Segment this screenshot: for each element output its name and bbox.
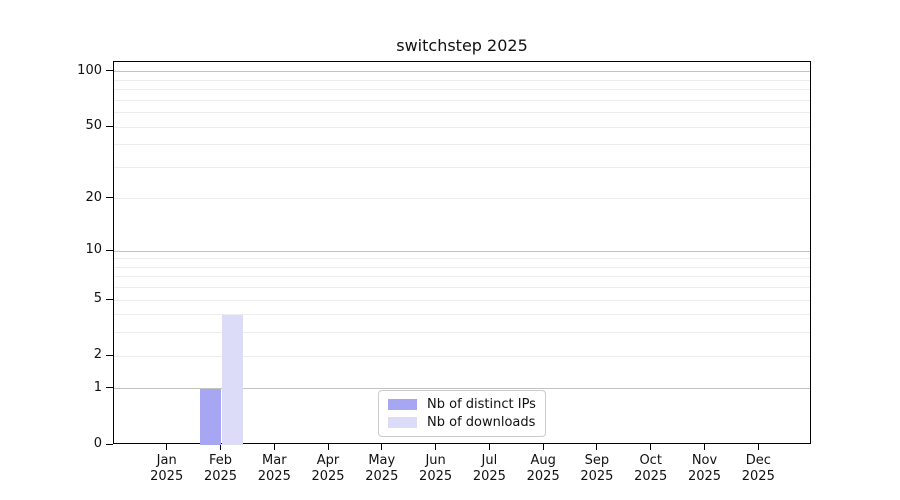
bar-distinct-ips-feb bbox=[199, 388, 222, 445]
legend-label-downloads: Nb of downloads bbox=[427, 415, 536, 431]
gridline-8 bbox=[114, 266, 810, 268]
gridline-100 bbox=[114, 71, 810, 73]
x-tick-mark-dec bbox=[757, 444, 759, 450]
gridline-10 bbox=[114, 250, 810, 252]
x-tick-mark-nov bbox=[704, 444, 705, 450]
chart-title: switchstep 2025 bbox=[396, 36, 528, 55]
y-tick-mark-50 bbox=[106, 125, 113, 127]
legend: Nb of distinct IPs Nb of downloads bbox=[378, 390, 546, 437]
x-tick-label-apr: Apr 2025 bbox=[311, 453, 345, 484]
x-tick-mark-sep bbox=[596, 444, 598, 450]
gridline-5 bbox=[114, 299, 810, 301]
gridline-20 bbox=[114, 198, 810, 200]
legend-swatch-downloads bbox=[388, 417, 417, 429]
x-tick-label-jan: Jan 2025 bbox=[150, 453, 184, 484]
y-tick-label-0: 0 bbox=[93, 436, 102, 451]
x-tick-label-mar: Mar 2025 bbox=[257, 453, 291, 484]
gridline-90 bbox=[114, 79, 810, 81]
gridline-70 bbox=[114, 99, 810, 101]
x-tick-mark-mar bbox=[273, 444, 275, 450]
y-tick-mark-20 bbox=[106, 197, 113, 199]
x-tick-label-jun: Jun 2025 bbox=[419, 453, 453, 484]
x-tick-label-feb: Feb 2025 bbox=[203, 453, 238, 484]
y-tick-mark-5 bbox=[106, 298, 113, 300]
y-tick-mark-2 bbox=[106, 354, 113, 356]
gridline-1 bbox=[114, 388, 810, 390]
gridline-3 bbox=[114, 332, 810, 334]
y-tick-label-100: 100 bbox=[77, 62, 102, 78]
gridline-40 bbox=[114, 144, 810, 146]
x-tick-label-may: May 2025 bbox=[365, 453, 399, 484]
legend-swatch-distinct-ips bbox=[388, 398, 417, 410]
y-tick-mark-1 bbox=[106, 387, 113, 389]
x-tick-mark-oct bbox=[650, 444, 652, 450]
plot-area bbox=[113, 61, 811, 445]
gridline-2 bbox=[114, 355, 810, 357]
legend-label-distinct-ips: Nb of distinct IPs bbox=[427, 396, 536, 412]
legend-item-downloads: Nb of downloads bbox=[388, 415, 536, 430]
y-tick-label-2: 2 bbox=[93, 347, 102, 363]
gridline-50 bbox=[114, 126, 810, 128]
y-tick-label-50: 50 bbox=[85, 118, 102, 133]
gridline-6 bbox=[114, 287, 810, 289]
x-tick-mark-may bbox=[381, 444, 383, 450]
x-tick-label-sep: Sep 2025 bbox=[580, 453, 614, 484]
y-tick-label-1: 1 bbox=[93, 379, 102, 395]
gridline-30 bbox=[114, 166, 810, 168]
legend-item-distinct-ips: Nb of distinct IPs bbox=[388, 397, 536, 412]
gridline-60 bbox=[114, 112, 810, 114]
x-tick-mark-apr bbox=[327, 444, 329, 450]
x-tick-mark-jul bbox=[488, 444, 490, 450]
y-tick-mark-10 bbox=[106, 249, 113, 251]
y-tick-mark-100 bbox=[106, 70, 113, 72]
x-tick-label-aug: Aug 2025 bbox=[526, 453, 560, 484]
y-tick-label-5: 5 bbox=[93, 291, 102, 307]
x-tick-label-dec: Dec 2025 bbox=[741, 453, 775, 484]
x-tick-mark-aug bbox=[542, 444, 544, 450]
x-tick-label-oct: Oct 2025 bbox=[634, 453, 668, 484]
x-tick-label-nov: Nov 2025 bbox=[687, 453, 722, 484]
gridline-80 bbox=[114, 89, 810, 91]
y-tick-mark-0 bbox=[106, 443, 113, 445]
bar-downloads-feb bbox=[221, 314, 244, 445]
y-tick-label-10: 10 bbox=[85, 242, 102, 258]
x-tick-mark-jun bbox=[435, 444, 437, 450]
x-tick-mark-jan bbox=[166, 444, 168, 450]
gridline-7 bbox=[114, 276, 810, 278]
y-tick-label-20: 20 bbox=[85, 189, 102, 205]
gridline-4 bbox=[114, 314, 810, 316]
x-tick-mark-feb bbox=[220, 444, 221, 450]
x-tick-label-jul: Jul 2025 bbox=[472, 453, 506, 484]
gridline-9 bbox=[114, 258, 810, 260]
